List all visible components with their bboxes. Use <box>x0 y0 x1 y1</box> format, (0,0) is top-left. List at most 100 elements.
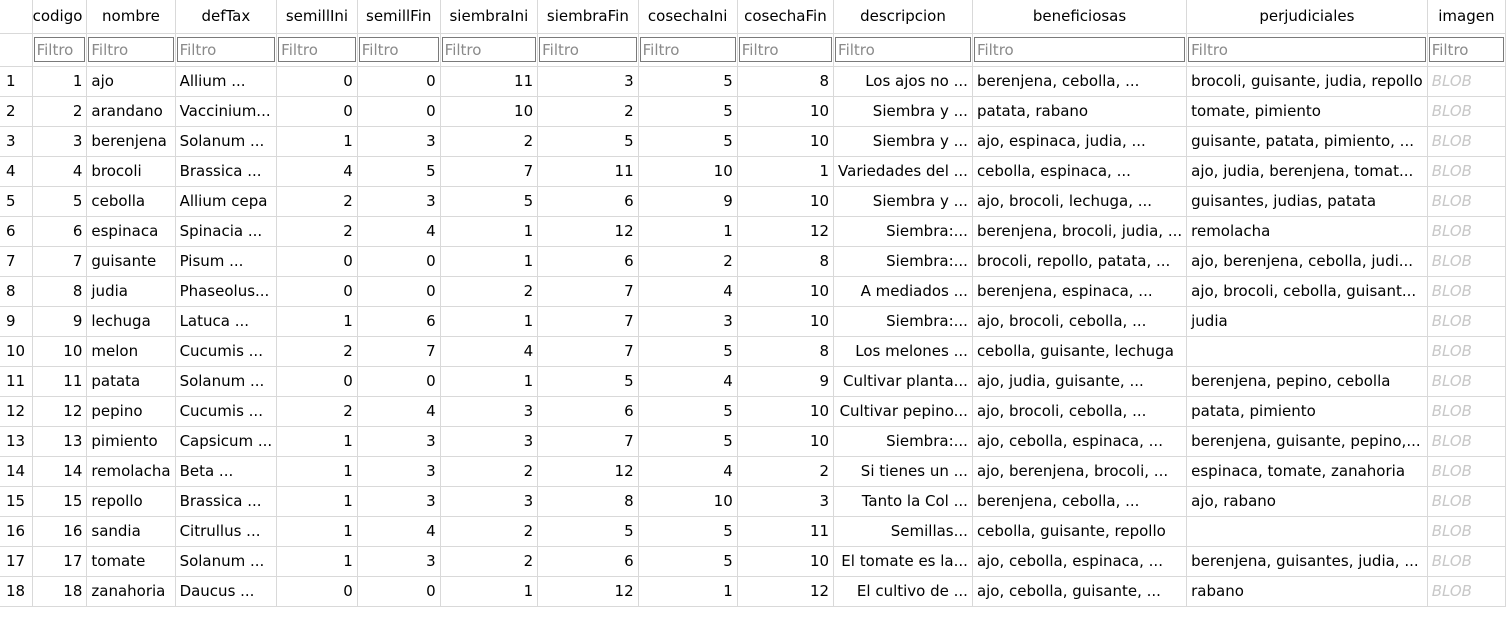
cell-defTax[interactable]: Vaccinium... <box>175 96 278 127</box>
cell-cosechaIni[interactable]: 1 <box>638 216 738 247</box>
cell-semillFin[interactable]: 0 <box>357 366 441 397</box>
cell-siembraIni[interactable]: 1 <box>440 246 539 277</box>
cell-descripcion[interactable]: Si tienes un ... <box>833 456 973 487</box>
cell-defTax[interactable]: Brassica ... <box>175 156 278 187</box>
cell-semillFin[interactable]: 0 <box>357 576 441 607</box>
cell-nombre[interactable]: arandano <box>86 96 176 127</box>
cell-siembraIni[interactable]: 7 <box>440 156 539 187</box>
cell-perjudiciales[interactable]: ajo, rabano <box>1186 486 1428 517</box>
cell-siembraFin[interactable]: 11 <box>537 156 639 187</box>
cell-codigo[interactable]: 6 <box>32 216 88 247</box>
cell-cosechaIni[interactable]: 5 <box>638 546 738 577</box>
cell-imagen[interactable]: BLOB <box>1427 366 1506 397</box>
cell-descripcion[interactable]: El tomate es la... <box>833 546 973 577</box>
cell-cosechaIni[interactable]: 4 <box>638 366 738 397</box>
cell-defTax[interactable]: Capsicum ... <box>175 426 278 457</box>
cell-beneficiosas[interactable]: ajo, cebolla, guisante, ... <box>972 576 1188 607</box>
cell-descripcion[interactable]: Semillas... <box>833 516 973 547</box>
column-header-nombre[interactable]: nombre <box>86 0 176 34</box>
cell-siembraFin[interactable]: 5 <box>537 516 639 547</box>
cell-descripcion[interactable]: Variedades del ... <box>833 156 973 187</box>
column-header-cosechaFin[interactable]: cosechaFin <box>737 0 835 34</box>
cell-siembraIni[interactable]: 3 <box>440 426 539 457</box>
cell-siembraIni[interactable]: 2 <box>440 456 539 487</box>
filter-input-codigo[interactable] <box>33 37 86 62</box>
cell-semillFin[interactable]: 7 <box>357 336 441 367</box>
cell-siembraIni[interactable]: 4 <box>440 336 539 367</box>
cell-siembraIni[interactable]: 1 <box>440 216 539 247</box>
cell-codigo[interactable]: 8 <box>32 276 88 307</box>
cell-siembraFin[interactable]: 3 <box>537 66 639 97</box>
cell-codigo[interactable]: 9 <box>32 306 88 337</box>
table-row[interactable]: 2 2 arandano Vaccinium... 0 0 10 2 5 10 Siembra y … <box>0 96 1506 127</box>
cell-nombre[interactable]: ajo <box>86 66 176 97</box>
cell-perjudiciales[interactable] <box>1186 336 1428 367</box>
cell-siembraIni[interactable]: 1 <box>440 366 539 397</box>
cell-cosechaIni[interactable]: 9 <box>638 186 738 217</box>
cell-defTax[interactable]: Spinacia ... <box>175 216 278 247</box>
cell-beneficiosas[interactable]: cebolla, guisante, lechuga <box>972 336 1188 367</box>
cell-cosechaFin[interactable]: 10 <box>737 96 835 127</box>
cell-beneficiosas[interactable]: berenjena, cebolla, ... <box>972 486 1188 517</box>
column-header-beneficiosas[interactable]: beneficiosas <box>972 0 1188 34</box>
cell-codigo[interactable]: 1 <box>32 66 88 97</box>
cell-cosechaIni[interactable]: 5 <box>638 126 738 157</box>
cell-descripcion[interactable]: Siembra:... <box>833 426 973 457</box>
cell-defTax[interactable]: Allium ... <box>175 66 278 97</box>
column-header-siembraFin[interactable]: siembraFin <box>537 0 639 34</box>
cell-semillFin[interactable]: 4 <box>357 396 441 427</box>
cell-imagen[interactable]: BLOB <box>1427 576 1506 607</box>
cell-siembraFin[interactable]: 8 <box>537 486 639 517</box>
cell-perjudiciales[interactable]: brocoli, guisante, judia, repollo <box>1186 66 1428 97</box>
cell-siembraFin[interactable]: 6 <box>537 396 639 427</box>
filter-input-semillIni[interactable] <box>278 37 356 62</box>
cell-imagen[interactable]: BLOB <box>1427 156 1506 187</box>
cell-nombre[interactable]: brocoli <box>86 156 176 187</box>
cell-perjudiciales[interactable]: ajo, berenjena, cebolla, judi... <box>1186 246 1428 277</box>
table-row[interactable]: 3 3 berenjena Solanum ... 1 3 2 5 5 10 Siembra y .… <box>0 126 1506 157</box>
filter-input-imagen[interactable] <box>1428 37 1504 62</box>
cell-cosechaFin[interactable]: 10 <box>737 186 835 217</box>
cell-semillIni[interactable]: 0 <box>276 96 358 127</box>
cell-cosechaFin[interactable]: 10 <box>737 426 835 457</box>
cell-semillFin[interactable]: 5 <box>357 156 441 187</box>
cell-cosechaFin[interactable]: 12 <box>737 576 835 607</box>
cell-defTax[interactable]: Citrullus ... <box>175 516 278 547</box>
cell-siembraFin[interactable]: 5 <box>537 126 639 157</box>
cell-beneficiosas[interactable]: ajo, berenjena, brocoli, ... <box>972 456 1188 487</box>
cell-beneficiosas[interactable]: ajo, brocoli, cebolla, ... <box>972 306 1188 337</box>
cell-descripcion[interactable]: Siembra y ... <box>833 96 973 127</box>
cell-perjudiciales[interactable]: ajo, judia, berenjena, tomat... <box>1186 156 1428 187</box>
cell-semillIni[interactable]: 1 <box>276 486 358 517</box>
cell-cosechaFin[interactable]: 1 <box>737 156 835 187</box>
cell-imagen[interactable]: BLOB <box>1427 516 1506 547</box>
cell-imagen[interactable]: BLOB <box>1427 96 1506 127</box>
table-row[interactable]: 13 13 pimiento Capsicum ... 1 3 3 7 5 10 Siembra:.… <box>0 426 1506 457</box>
table-row[interactable]: 7 7 guisante Pisum ... 0 0 1 6 2 8 Siembra:... broc… <box>0 246 1506 277</box>
cell-defTax[interactable]: Solanum ... <box>175 366 278 397</box>
cell-semillIni[interactable]: 0 <box>276 66 358 97</box>
cell-imagen[interactable]: BLOB <box>1427 246 1506 277</box>
cell-semillIni[interactable]: 1 <box>276 546 358 577</box>
cell-cosechaFin[interactable]: 11 <box>737 516 835 547</box>
cell-perjudiciales[interactable]: berenjena, pepino, cebolla <box>1186 366 1428 397</box>
cell-codigo[interactable]: 11 <box>32 366 88 397</box>
cell-beneficiosas[interactable]: patata, rabano <box>972 96 1188 127</box>
cell-beneficiosas[interactable]: brocoli, repollo, patata, ... <box>972 246 1188 277</box>
cell-codigo[interactable]: 5 <box>32 186 88 217</box>
cell-nombre[interactable]: zanahoria <box>86 576 176 607</box>
cell-siembraIni[interactable]: 2 <box>440 276 539 307</box>
cell-imagen[interactable]: BLOB <box>1427 216 1506 247</box>
table-row[interactable]: 18 18 zanahoria Daucus ... 0 0 1 12 1 12 El cultiv… <box>0 576 1506 607</box>
cell-imagen[interactable]: BLOB <box>1427 396 1506 427</box>
cell-siembraIni[interactable]: 10 <box>440 96 539 127</box>
cell-nombre[interactable]: cebolla <box>86 186 176 217</box>
cell-imagen[interactable]: BLOB <box>1427 276 1506 307</box>
cell-perjudiciales[interactable]: rabano <box>1186 576 1428 607</box>
cell-siembraFin[interactable]: 12 <box>537 216 639 247</box>
cell-cosechaFin[interactable]: 10 <box>737 396 835 427</box>
column-header-perjudiciales[interactable]: perjudiciales <box>1186 0 1428 34</box>
cell-semillIni[interactable]: 0 <box>276 366 358 397</box>
cell-codigo[interactable]: 14 <box>32 456 88 487</box>
cell-cosechaIni[interactable]: 5 <box>638 66 738 97</box>
